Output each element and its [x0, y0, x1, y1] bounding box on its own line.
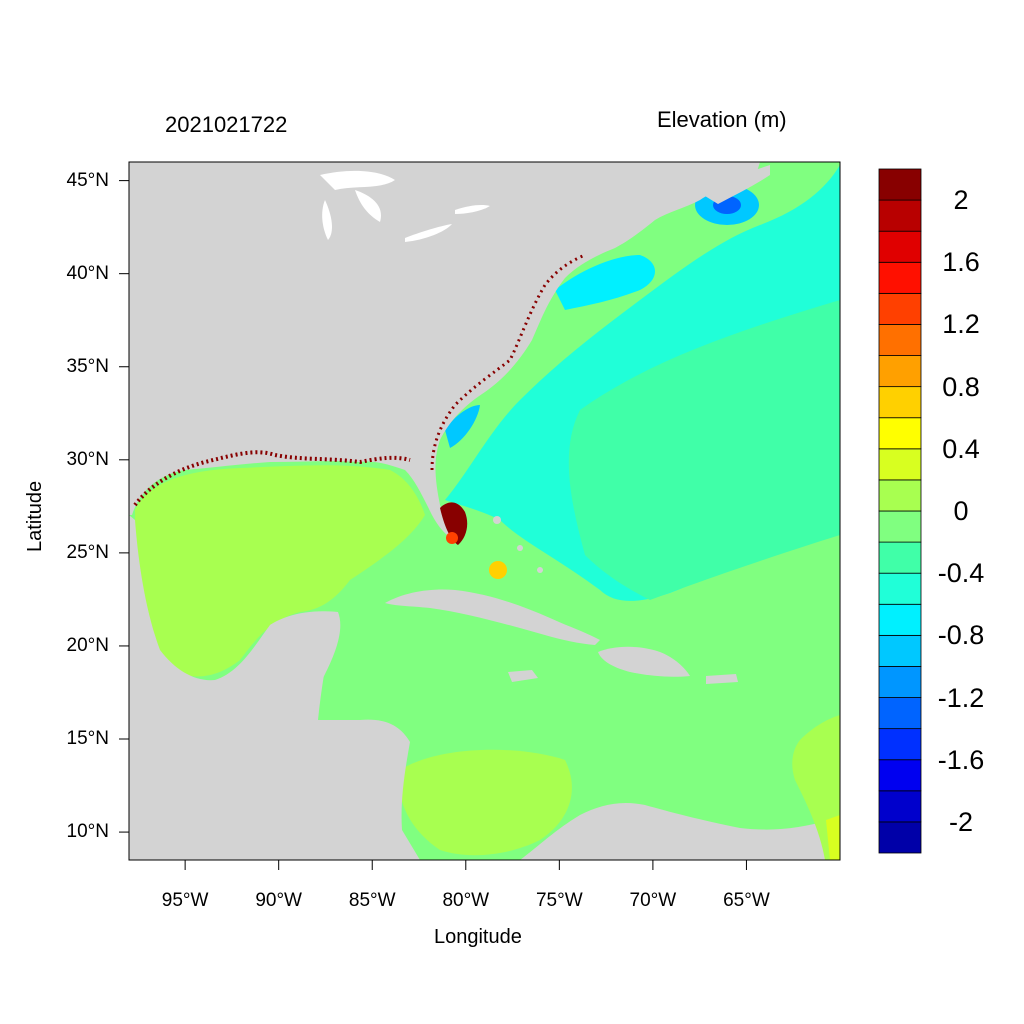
y-tick-label: 30°N	[66, 448, 109, 470]
bahamas-bank-high	[489, 561, 507, 579]
colorbar-swatch	[878, 168, 922, 201]
colorbar-swatch	[878, 634, 922, 667]
colorbar-swatch	[878, 697, 922, 730]
x-tick-label: 85°W	[348, 890, 396, 911]
puerto-rico-land	[706, 674, 738, 684]
variable-label: Elevation (m)	[657, 107, 787, 132]
georgia-shelf	[445, 405, 480, 448]
colorbar-label: -1.2	[937, 682, 985, 713]
gulf-of-mexico	[135, 465, 425, 677]
x-axis-label: Longitude	[434, 926, 522, 948]
atlantic-band	[568, 300, 840, 600]
colorbar-label: 1.6	[942, 247, 980, 278]
colorbar-swatch	[878, 230, 922, 263]
colorbar-swatch	[878, 666, 922, 698]
colorbar-label: -0.8	[937, 620, 985, 651]
colorbar-swatch	[878, 759, 922, 792]
florida-tip-high	[446, 532, 458, 544]
y-tick-label: 35°N	[66, 355, 109, 377]
date-label: 2021021722	[165, 112, 288, 137]
colorbar-label: 0.8	[942, 371, 980, 402]
x-tick-label: 75°W	[535, 890, 583, 911]
colorbar-swatch	[878, 292, 922, 325]
lake-erie	[405, 224, 452, 242]
y-tick-label: 40°N	[66, 262, 109, 284]
colorbar-swatch	[878, 603, 922, 636]
colorbar-swatch	[878, 386, 922, 419]
colorbar-swatch	[878, 324, 922, 356]
x-tick-label: 90°W	[255, 890, 302, 911]
y-tick-label: 20°N	[66, 634, 109, 656]
colorbar-swatch	[878, 510, 922, 543]
x-tick-label: 70°W	[629, 890, 677, 911]
colorbar-swatch	[878, 821, 922, 854]
colorbar-swatch	[878, 355, 922, 388]
colorbar-label: -1.6	[937, 744, 985, 775]
colorbar-swatch	[878, 199, 922, 232]
florida-flood-area	[440, 502, 468, 545]
south-america-land	[520, 803, 840, 860]
lesser-antilles-high	[826, 815, 840, 860]
colorbar-swatch	[878, 479, 922, 512]
colorbar-swatch	[878, 572, 922, 605]
colorbar-swatch	[878, 261, 922, 294]
colorbar-swatch	[878, 790, 922, 823]
colorbar-swatch	[878, 728, 922, 761]
y-axis-ticks	[119, 180, 129, 833]
mexico-central-america-land	[129, 515, 420, 860]
yucatan-land	[270, 611, 341, 722]
y-tick-label: 45°N	[66, 169, 109, 191]
colorbar-label: 0	[953, 496, 969, 526]
bahamas-island	[493, 516, 501, 524]
colorbar-label: 2	[953, 185, 969, 216]
nova-scotia-land	[705, 165, 770, 204]
colorbar-swatch	[878, 541, 922, 574]
cuba-land	[385, 589, 600, 645]
lake-superior	[320, 170, 395, 190]
x-tick-label: 80°W	[442, 890, 490, 911]
y-tick-label: 10°N	[66, 821, 109, 843]
map-layers	[129, 162, 840, 860]
bahamas-island	[537, 567, 543, 573]
plot-frame	[128, 161, 841, 861]
north-america-land	[129, 162, 760, 540]
colorbar-label: -2	[948, 806, 973, 837]
colorbar-label: -0.4	[937, 558, 985, 589]
lake-huron	[355, 190, 381, 222]
east-coast-flood	[430, 253, 586, 471]
lake-ontario	[455, 205, 490, 214]
x-axis-ticks	[184, 860, 747, 870]
x-tick-label: 95°W	[161, 890, 209, 911]
hispaniola-land	[598, 646, 690, 677]
lake-michigan	[322, 200, 332, 240]
colorbar-swatch	[878, 448, 922, 481]
colorbar-label: 0.4	[942, 433, 980, 464]
y-tick-label: 15°N	[66, 728, 109, 749]
northeast-shelf	[555, 255, 655, 310]
colorbar	[878, 168, 922, 854]
colorbar-label: 1.2	[942, 309, 980, 340]
bahamas-island	[517, 545, 523, 551]
x-tick-label: 65°W	[723, 890, 770, 911]
gulf-coast-flood	[133, 450, 411, 507]
jamaica-land	[508, 670, 538, 682]
colorbar-swatch	[878, 417, 922, 450]
southern-caribbean	[399, 749, 572, 856]
y-tick-label: 25°N	[66, 541, 109, 563]
